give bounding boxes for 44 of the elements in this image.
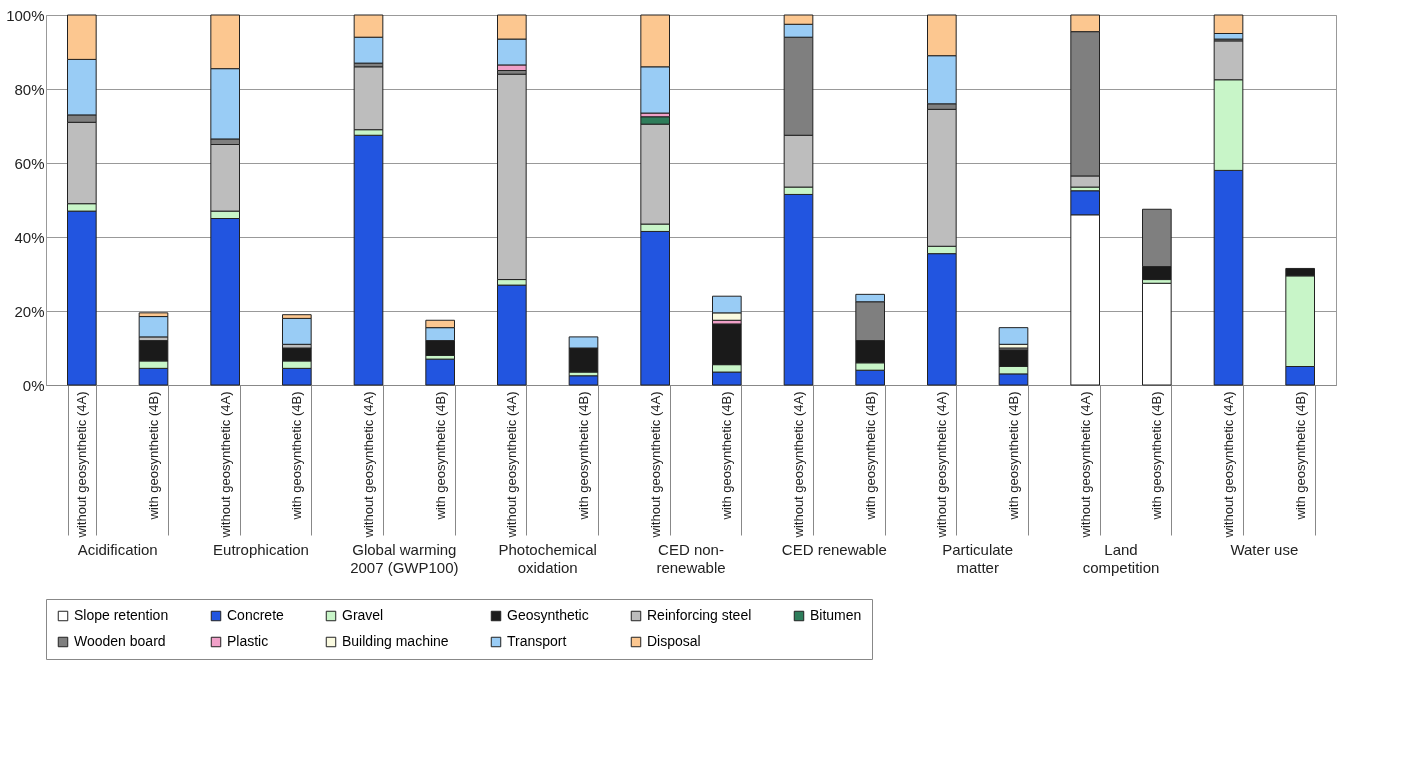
text: Water use [1230, 541, 1299, 558]
x-tick-label: without geosynthetic (4A) [1077, 391, 1093, 539]
x-tick-label: without geosynthetic (4A) [217, 391, 233, 539]
legend-label: Concrete [227, 607, 285, 623]
x-tick-label: without geosynthetic (4A) [647, 391, 663, 539]
y-tick-label: 100% [6, 6, 45, 24]
y-tick-label: 40% [14, 228, 45, 246]
x-tick-label: with geosynthetic (4B) [289, 391, 305, 521]
x-tick-label: without geosynthetic (4A) [361, 391, 376, 539]
legend-label: Geosynthetic [507, 607, 589, 623]
text: Acidification [77, 541, 158, 558]
x-tick-label: with geosynthetic (4B) [719, 391, 735, 521]
text: Land competition [1082, 541, 1160, 576]
x-tick-label: with geosynthetic (4B) [1006, 391, 1021, 521]
x-tick-label: without geosynthetic (4A) [74, 391, 90, 539]
text: Photochemical oxidation [498, 541, 597, 576]
legend-label: Gravel [342, 607, 384, 623]
legend-label: Building machine [342, 633, 449, 649]
x-tick-label: without geosynthetic (4A) [791, 391, 806, 539]
text: Global warming 2007 (GWP100) [350, 541, 459, 576]
x-tick-label: with geosynthetic (4B) [432, 391, 448, 521]
x-tick-label: with geosynthetic (4B) [862, 391, 878, 521]
x-tick-label: with geosynthetic (4B) [1292, 391, 1308, 521]
legend-label: Disposal [647, 633, 701, 649]
x-tick-label: with geosynthetic (4B) [1149, 391, 1165, 521]
y-tick-label: 0% [22, 376, 45, 394]
x-tick-label: without geosynthetic (4A) [934, 391, 950, 539]
text: Eutrophication [213, 541, 309, 558]
x-tick-label: with geosynthetic (4B) [576, 391, 591, 521]
y-tick-label: 60% [14, 154, 45, 172]
y-tick-label: 80% [14, 80, 45, 98]
x-tick-label: with geosynthetic (4B) [146, 391, 161, 521]
legend-label: Reinforcing steel [647, 607, 752, 623]
legend-label: Plastic [227, 633, 269, 649]
text: CED non-renewable [656, 541, 726, 576]
y-tick-label: 20% [14, 302, 45, 320]
x-tick-label: without geosynthetic (4A) [504, 391, 520, 539]
text: Particulate matter [942, 541, 1014, 576]
x-tick-label: without geosynthetic (4A) [1221, 391, 1236, 539]
legend-label: Transport [507, 633, 567, 649]
legend-label: Slope retention [74, 607, 169, 623]
text: CED renewable [781, 541, 887, 558]
legend-label: Bitumen [810, 607, 862, 623]
legend-label: Wooden board [74, 633, 166, 649]
